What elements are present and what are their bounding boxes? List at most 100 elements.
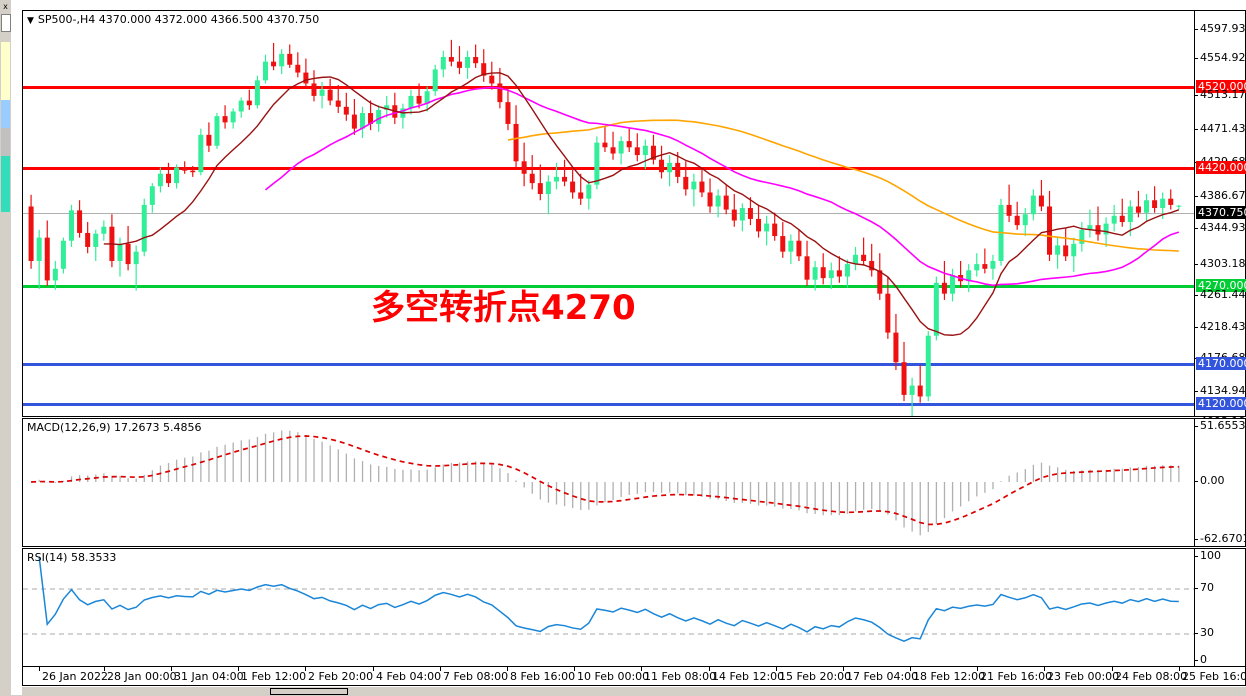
candle-body bbox=[231, 111, 236, 122]
macd-histogram-bar bbox=[879, 482, 880, 510]
candle-body bbox=[279, 54, 284, 66]
block-gray[interactable] bbox=[1, 128, 10, 156]
rsi-axis-label: 0 bbox=[1200, 654, 1207, 666]
macd-histogram-bar bbox=[265, 434, 266, 482]
macd-histogram-bar bbox=[483, 463, 484, 482]
candle-body bbox=[796, 241, 801, 257]
candle-wick bbox=[839, 256, 840, 282]
block-blue[interactable] bbox=[1, 100, 10, 128]
macd-histogram-bar bbox=[604, 482, 605, 502]
macd-histogram-bar bbox=[887, 482, 888, 515]
time-axis-tickmark bbox=[1044, 667, 1045, 671]
candle-wick bbox=[556, 163, 557, 189]
candle-body bbox=[837, 270, 842, 276]
macd-histogram-bar bbox=[1130, 467, 1131, 482]
candle-body bbox=[586, 185, 591, 199]
candle-body bbox=[142, 205, 147, 252]
macd-histogram-bar bbox=[564, 482, 565, 506]
candle-body bbox=[328, 90, 333, 101]
candle-body bbox=[126, 244, 131, 264]
candle-body bbox=[214, 116, 219, 146]
time-axis-tickmark bbox=[843, 667, 844, 671]
time-axis-tickmark bbox=[910, 667, 911, 671]
candle-body bbox=[918, 386, 923, 397]
price-legend-text: SP500-,H4 4370.000 4372.000 4366.500 437… bbox=[38, 13, 319, 26]
macd-histogram-bar bbox=[362, 461, 363, 482]
price-axis-label: 4261.440 bbox=[1200, 289, 1246, 301]
candle-body bbox=[69, 210, 74, 240]
price-axis-tickmark bbox=[1195, 327, 1198, 328]
rsi-line bbox=[39, 557, 1179, 641]
candle-body bbox=[990, 261, 995, 269]
macd-histogram-bar bbox=[168, 463, 169, 482]
price-axis-badge[interactable]: 4120.000 bbox=[1196, 397, 1246, 410]
macd-histogram-bar bbox=[936, 482, 937, 524]
scrollbar-thumb[interactable] bbox=[270, 688, 348, 695]
candle-body bbox=[627, 141, 632, 147]
time-axis-label: 21 Feb 16:00 bbox=[980, 670, 1052, 683]
candle-body bbox=[562, 177, 567, 182]
candle-body bbox=[433, 69, 438, 91]
strip-select-box[interactable] bbox=[1, 14, 11, 32]
price-axis-tickmark bbox=[1195, 196, 1198, 197]
price-axis-badge[interactable]: 4370.750 bbox=[1196, 206, 1246, 219]
block-cream-1[interactable] bbox=[1, 42, 10, 70]
macd-signal-line bbox=[31, 436, 1179, 524]
candle-wick bbox=[338, 85, 339, 113]
candle-body bbox=[1104, 224, 1109, 235]
macd-histogram-bar bbox=[1033, 465, 1034, 482]
price-axis-badge[interactable]: 4420.000 bbox=[1196, 161, 1246, 174]
candle-body bbox=[1160, 199, 1165, 208]
candle-wick bbox=[637, 133, 638, 161]
macd-histogram-bar bbox=[855, 482, 856, 511]
macd-histogram-bar bbox=[273, 432, 274, 482]
macd-histogram-bar bbox=[863, 482, 864, 510]
macd-histogram-bar bbox=[612, 482, 613, 500]
candle-body bbox=[708, 192, 713, 206]
candle-body bbox=[893, 333, 898, 363]
collapse-caret-icon[interactable]: ▼ bbox=[27, 15, 34, 28]
time-axis-label: 15 Feb 20:00 bbox=[779, 670, 851, 683]
candle-body bbox=[287, 54, 292, 65]
macd-histogram-bar bbox=[944, 482, 945, 518]
block-cream-2[interactable] bbox=[1, 70, 10, 100]
rsi-plot-area[interactable] bbox=[23, 549, 1194, 666]
candle-body bbox=[740, 208, 745, 220]
candle-body bbox=[247, 101, 252, 106]
block-teal-2[interactable] bbox=[1, 184, 10, 212]
macd-histogram-bar bbox=[952, 482, 953, 511]
macd-histogram-bar bbox=[402, 470, 403, 482]
price-chart-panel[interactable]: 4597.9304554.9204520.0004513.1754471.430… bbox=[22, 10, 1246, 417]
candle-wick bbox=[863, 238, 864, 266]
macd-histogram-bar bbox=[637, 482, 638, 494]
macd-histogram-bar bbox=[224, 445, 225, 482]
chart-annotation-text: 多空转折点4270 bbox=[371, 288, 636, 328]
price-plot-area[interactable] bbox=[23, 11, 1194, 416]
macd-histogram-bar bbox=[629, 482, 630, 495]
candle-body bbox=[813, 267, 818, 279]
candle-body bbox=[861, 255, 866, 261]
price-axis-label: 4344.930 bbox=[1200, 222, 1246, 234]
macd-histogram-bar bbox=[831, 482, 832, 515]
candle-wick bbox=[475, 45, 476, 68]
candle-body bbox=[1039, 196, 1044, 207]
macd-histogram-bar bbox=[1114, 469, 1115, 482]
candle-wick bbox=[1122, 199, 1123, 227]
chart-window: 4597.9304554.9204520.0004513.1754471.430… bbox=[11, 0, 1246, 695]
macd-plot-area[interactable] bbox=[23, 419, 1194, 546]
time-axis-tickmark bbox=[1179, 667, 1180, 671]
macd-histogram-bar bbox=[370, 464, 371, 482]
block-teal-1[interactable] bbox=[1, 156, 10, 184]
macd-histogram-bar bbox=[1025, 469, 1026, 482]
price-axis-badge[interactable]: 4170.000 bbox=[1196, 357, 1246, 370]
price-axis[interactable]: 4597.9304554.9204520.0004513.1754471.430… bbox=[1194, 11, 1245, 416]
candle-body bbox=[352, 115, 357, 129]
close-icon[interactable]: x bbox=[1, 2, 10, 12]
candle-body bbox=[441, 57, 446, 69]
candle-body bbox=[295, 65, 300, 73]
candle-body bbox=[174, 168, 179, 184]
